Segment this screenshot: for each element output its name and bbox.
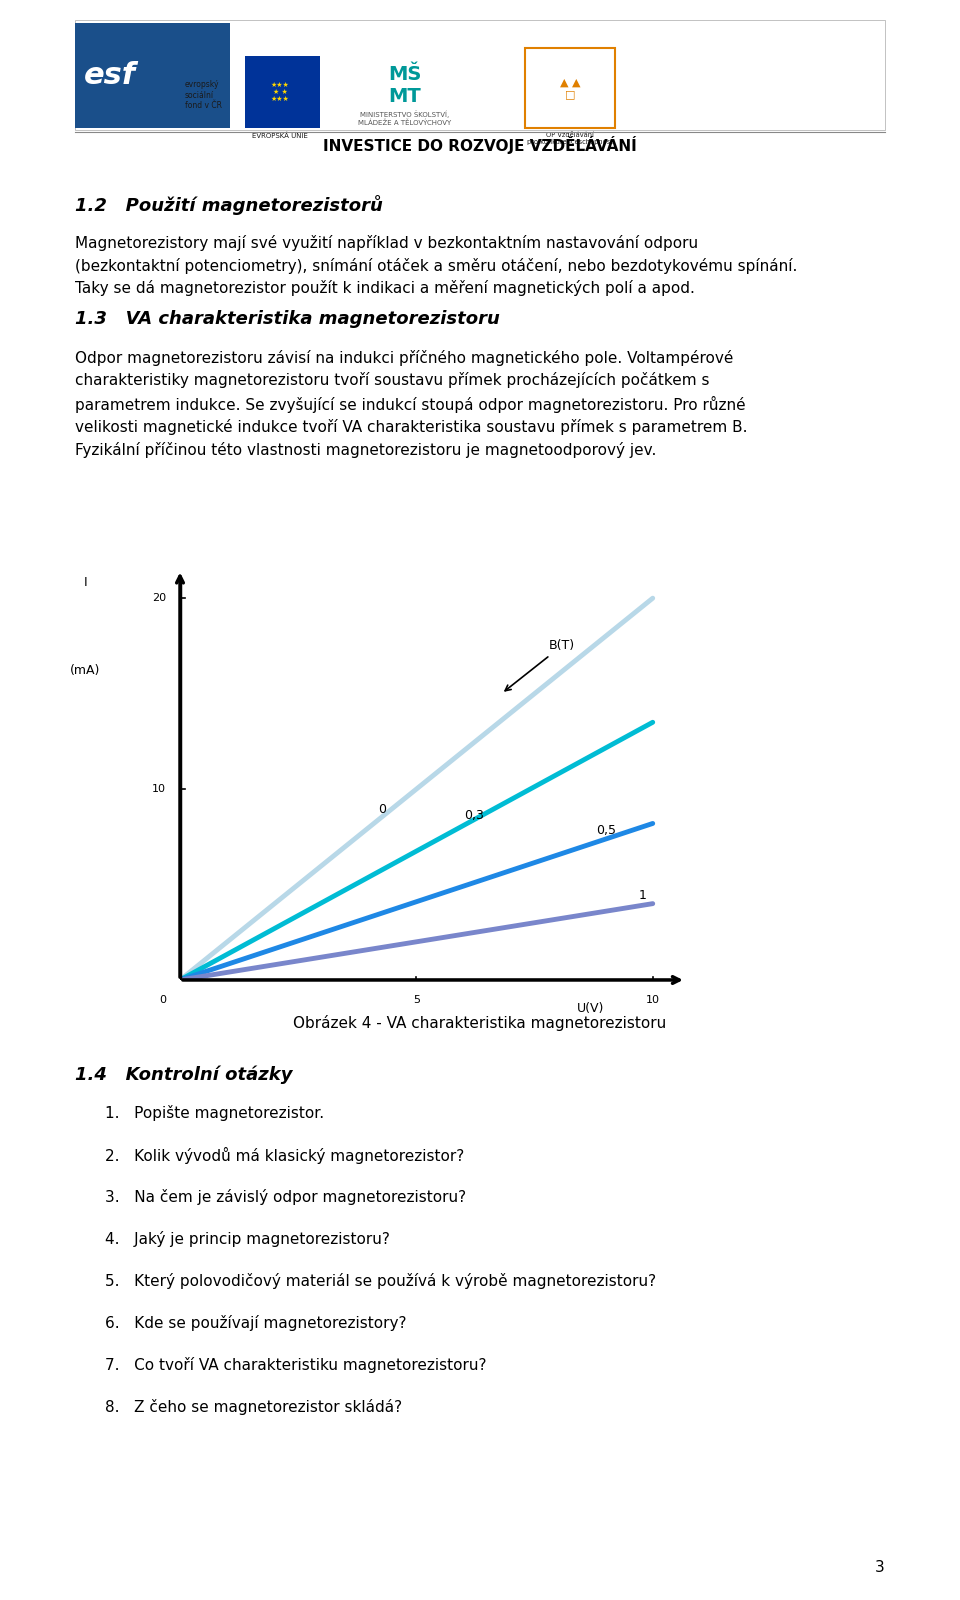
FancyBboxPatch shape (75, 19, 885, 130)
Text: 0,5: 0,5 (596, 824, 616, 837)
Text: ★★★
★ ★
★★★: ★★★ ★ ★ ★★★ (271, 82, 289, 102)
Text: Obrázek 4 - VA charakteristika magnetorezistoru: Obrázek 4 - VA charakteristika magnetore… (294, 1014, 666, 1030)
Text: (mA): (mA) (70, 664, 101, 677)
Text: OP Vzdělávání
pro konkurenceschopnost: OP Vzdělávání pro konkurenceschopnost (527, 133, 612, 146)
Text: 2.   Kolik vývodů má klasický magnetorezistor?: 2. Kolik vývodů má klasický magnetorezis… (105, 1147, 465, 1165)
Text: B(T): B(T) (505, 640, 575, 691)
Text: MINISTERSTVO ŠKOLSTVÍ,
MLÁDEŽE A TĚLOVÝCHOVY: MINISTERSTVO ŠKOLSTVÍ, MLÁDEŽE A TĚLOVÝC… (358, 110, 451, 125)
Text: 20: 20 (152, 594, 166, 603)
Text: 1: 1 (638, 890, 646, 902)
FancyBboxPatch shape (75, 22, 230, 128)
FancyBboxPatch shape (245, 56, 320, 128)
Text: evropský
sociální
fond v ČR: evropský sociální fond v ČR (185, 80, 222, 110)
Text: 3: 3 (876, 1560, 885, 1574)
Text: 1.4   Kontrolní otázky: 1.4 Kontrolní otázky (75, 1066, 293, 1083)
FancyBboxPatch shape (525, 48, 615, 128)
Text: Magnetorezistory mají své využití například v bezkontaktním nastavování odporu
(: Magnetorezistory mají své využití napřík… (75, 235, 798, 296)
Text: 4.   Jaký je princip magnetorezistoru?: 4. Jaký je princip magnetorezistoru? (105, 1230, 390, 1246)
Text: 0,3: 0,3 (464, 808, 484, 821)
Text: Odpor magnetorezistoru závisí na indukci příčného magnetického pole. Voltampérov: Odpor magnetorezistoru závisí na indukci… (75, 350, 748, 458)
Text: 0: 0 (378, 803, 387, 816)
Text: MŠ
MT: MŠ MT (388, 64, 421, 106)
Text: 10: 10 (152, 784, 166, 794)
Text: 1.3   VA charakteristika magnetorezistoru: 1.3 VA charakteristika magnetorezistoru (75, 310, 500, 328)
Text: 3.   Na čem je závislý odpor magnetorezistoru?: 3. Na čem je závislý odpor magnetorezist… (105, 1189, 467, 1205)
Text: ▲ ▲
□: ▲ ▲ □ (560, 77, 580, 99)
Text: esf: esf (84, 61, 136, 91)
Text: 7.   Co tvoří VA charakteristiku magnetorezistoru?: 7. Co tvoří VA charakteristiku magnetore… (105, 1357, 487, 1373)
Text: 0: 0 (158, 995, 166, 1005)
Text: INVESTICE DO ROZVOJE VZDĚLÁVÁNÍ: INVESTICE DO ROZVOJE VZDĚLÁVÁNÍ (324, 136, 636, 154)
Text: 6.   Kde se používají magnetorezistory?: 6. Kde se používají magnetorezistory? (105, 1315, 406, 1331)
Text: EVROPSKÁ UNIE: EVROPSKÁ UNIE (252, 133, 308, 139)
Text: 1.   Popište magnetorezistor.: 1. Popište magnetorezistor. (105, 1106, 324, 1122)
Text: 5.   Který polovodičový materiál se používá k výrobě magnetorezistoru?: 5. Který polovodičový materiál se použív… (105, 1274, 656, 1290)
Text: 1.2   Použití magnetorezistorů: 1.2 Použití magnetorezistorů (75, 195, 383, 214)
Text: 10: 10 (646, 995, 660, 1005)
Text: 8.   Z čeho se magnetorezistor skládá?: 8. Z čeho se magnetorezistor skládá? (105, 1398, 402, 1414)
Text: I: I (84, 576, 87, 589)
Text: 5: 5 (413, 995, 420, 1005)
Text: U(V): U(V) (577, 1002, 605, 1014)
